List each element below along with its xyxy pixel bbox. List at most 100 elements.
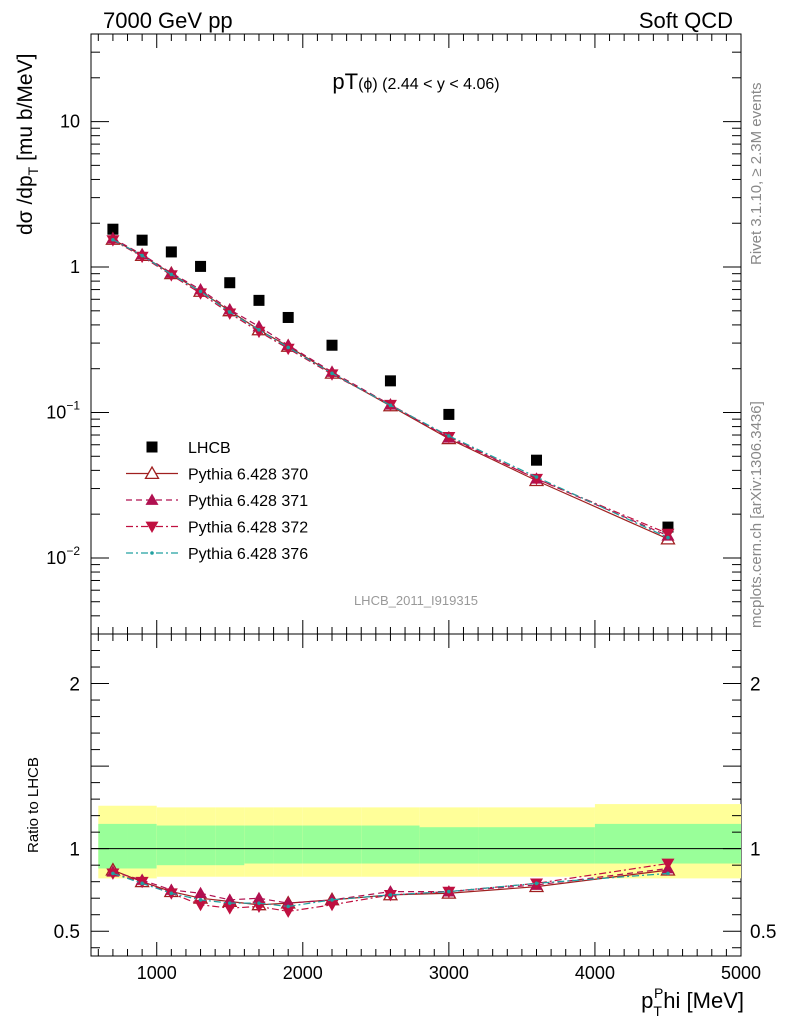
header-left: 7000 GeV pp [103,8,233,33]
data-point [661,528,675,541]
data-point [281,896,295,909]
data-point [227,310,232,314]
band-inner-segment [127,823,157,869]
y-tick-label: 10−1 [46,398,80,422]
rivet-label: Rivet 3.1.10, ≥ 2.3M events [748,83,765,266]
band-inner-segment [478,827,595,864]
data-point [252,901,266,913]
series-line [112,872,669,908]
band-inner-segment [273,825,303,864]
title-phi: (ϕ) [358,76,378,93]
data-point [136,234,148,246]
data-point [330,898,334,902]
x-tick-label: 4000 [575,963,615,983]
band-inner-segment [361,825,420,864]
data-point [281,343,295,356]
data-point [169,891,174,896]
data-point [111,871,115,876]
legend-label: Pythia 6.428 370 [188,467,308,484]
ratio-xlabel: pTPhi [MeV] [641,985,744,1019]
ratio-y-tick-label: 1 [69,840,80,861]
data-point [194,886,208,899]
data-point [135,251,149,264]
data-point [447,434,451,438]
data-point [194,288,208,300]
xlabel-p: p [641,988,653,1013]
data-point [223,903,237,915]
data-point [661,858,675,871]
band-inner-segment [185,825,216,866]
data-point [384,375,396,387]
y-tick-label: 10−2 [46,544,80,568]
data-point [144,465,160,480]
data-point [443,408,455,420]
series-line [112,239,669,539]
data-point [281,906,295,918]
data-point [223,308,237,320]
data-point [326,339,338,351]
data-point [150,551,154,555]
series-pythia-6-428-376 [111,871,670,909]
band-inner-segment [244,825,274,864]
x-tick-label: 2000 [283,963,323,983]
data-point [194,899,208,912]
data-point [252,891,266,904]
ratio-series-group [105,858,676,918]
data-point [195,260,207,272]
series-pythia-6-428-376 [111,237,670,540]
ylabel-main: dσ /dp [14,175,37,235]
ratio-y-tick-label: 0.5 [54,922,80,943]
legend-item: Pythia 6.428 372 [126,520,308,537]
data-point [330,371,334,376]
legend: LHCB Pythia 6.428 370 Pythia 6.428 371 Pyth… [126,440,308,563]
ratio-panel-frame [90,633,742,957]
data-point [662,521,674,533]
analysis-watermark: LHCB_2011_I919315 [354,593,478,608]
data-point [286,904,290,909]
legend-item: Pythia 6.428 371 [126,493,308,510]
ratio-y-tick-label-right: 0.5 [750,922,776,943]
data-point [140,253,144,258]
data-point [107,223,119,235]
data-point [666,871,670,876]
data-point [227,901,232,905]
data-point [257,328,261,332]
data-point [286,345,290,350]
x-tick-label: 3000 [429,963,469,983]
data-point [224,277,236,289]
data-point [534,881,539,886]
legend-label: Pythia 6.428 371 [188,493,308,510]
mcplots-label: mcplots.cern.ch [arXiv:1306.3436] [748,401,765,628]
main-ylabel: dσ /dpT [mu b/MeV] [14,54,41,235]
data-point [282,311,294,323]
band-inner-segment [419,827,479,864]
data-point [447,889,451,894]
legend-label: Pythia 6.428 372 [188,520,308,537]
ylabel-units: [mu b/MeV] [14,54,37,167]
series-line [112,239,669,535]
series-line [112,238,669,537]
data-point [169,272,174,277]
band-inner-segment [594,823,741,864]
xlabel-rest: hi [MeV] [663,988,744,1013]
legend-label: LHCB [188,440,231,457]
legend-item: Pythia 6.428 376 [126,546,308,563]
ratio-y-tick-label-right: 1 [750,840,761,861]
legend-item: Pythia 6.428 370 [126,465,308,484]
data-point [388,403,393,408]
band-inner-segment [156,825,186,866]
legend-label: Pythia 6.428 376 [188,546,308,563]
data-point [253,294,265,306]
y-tick-label: 1 [70,257,80,277]
main-series-group [105,223,676,545]
main-panel-frame [90,33,742,635]
band-inner-segment [215,825,245,866]
title-pt: pT [332,69,358,94]
ratio-uncertainty-bands [98,804,741,879]
data-point [223,893,237,905]
legend-item: LHCB [146,440,231,457]
x-tick-label: 5000 [721,963,761,983]
band-inner-segment [302,825,362,864]
